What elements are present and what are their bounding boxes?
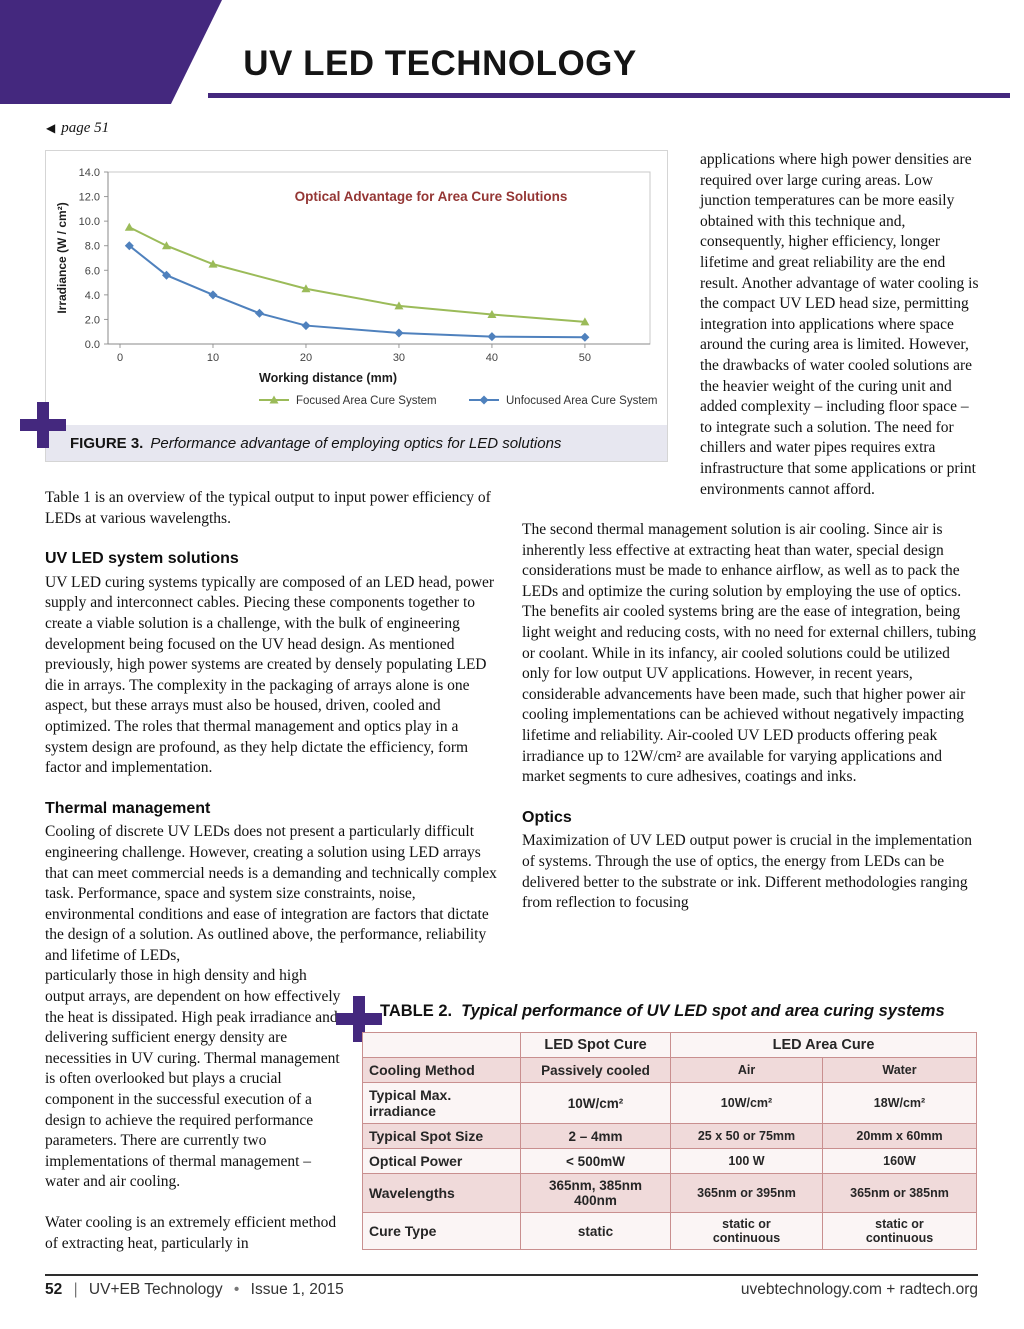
figure3-caption-label: FIGURE 3. xyxy=(70,434,144,452)
footer-left: 52 | UV+EB Technology • Issue 1, 2015 xyxy=(45,1281,344,1299)
table2-row-label: Wavelengths xyxy=(362,1173,521,1213)
section-heading-optics: Optics xyxy=(522,808,572,826)
figure3-chart: 0.0 2.0 4.0 6.0 8.0 10.0 12.0 14.0 0 10 20 30 40 50 Wo… xyxy=(46,151,667,425)
table2-cell: 2 – 4mm xyxy=(520,1123,671,1149)
issue-label: Issue 1, 2015 xyxy=(250,1281,344,1298)
svg-text:Irradiance (W / cm²): Irradiance (W / cm²) xyxy=(55,202,69,313)
table2-row-label: Cure Type xyxy=(362,1212,521,1250)
table2-cell: Water xyxy=(822,1057,977,1083)
svg-text:0.0: 0.0 xyxy=(85,339,100,351)
svg-text:Focused Area Cure System: Focused Area Cure System xyxy=(296,395,437,407)
table2-caption-text: Typical performance of UV LED spot and a… xyxy=(461,1002,945,1020)
table2-cell: 365nm, 385nm 400nm xyxy=(520,1173,671,1213)
table2-cell: 20mm x 60mm xyxy=(822,1123,977,1149)
paragraph-water-cooling: applications where high power densities … xyxy=(700,151,979,498)
table2-row-label: Typical Max. irradiance xyxy=(362,1082,521,1124)
paragraph-thermal-narrow: particularly those in high density and h… xyxy=(45,967,341,1191)
table2-cell: static or continuous xyxy=(670,1212,823,1250)
table2-row-label: Cooling Method xyxy=(362,1057,521,1083)
paragraph-system-solutions: UV LED curing systems typically are comp… xyxy=(45,573,495,777)
svg-text:10: 10 xyxy=(207,352,219,364)
table2-cell: Air xyxy=(670,1057,823,1083)
svg-text:Optical Advantage for Area Cur: Optical Advantage for Area Cure Solution… xyxy=(295,189,568,204)
svg-text:20: 20 xyxy=(300,352,312,364)
paragraph-thermal-wide: Cooling of discrete UV LEDs does not pre… xyxy=(45,823,497,964)
table2-cell: 160W xyxy=(822,1148,977,1174)
footer-rule xyxy=(45,1274,978,1276)
svg-text:2.0: 2.0 xyxy=(85,314,100,326)
svg-text:40: 40 xyxy=(486,352,498,364)
footer-right: uvebtechnology.com + radtech.org xyxy=(740,1281,978,1298)
table2-cell: 10W/cm² xyxy=(520,1082,671,1124)
bullet: • xyxy=(233,1281,240,1298)
table2-cell: 100 W xyxy=(670,1148,823,1174)
table2-cell: 18W/cm² xyxy=(822,1082,977,1124)
plus-icon xyxy=(20,402,66,448)
page-ref-text: page 51 xyxy=(61,120,110,136)
table-2: LED Spot Cure LED Area Cure Cooling Meth… xyxy=(362,1032,977,1250)
table2-cell: < 500mW xyxy=(520,1148,671,1174)
left-triangle-icon: ◀ xyxy=(46,121,56,135)
table-row: Wavelengths 365nm, 385nm 400nm 365nm or … xyxy=(362,1173,977,1213)
wrapped-text-block: particularly those in high density and h… xyxy=(45,966,347,1254)
header-accent-shape xyxy=(0,0,222,104)
paragraph-air-cooling: The second thermal management solution i… xyxy=(522,521,977,786)
article-right-column: applications where high power densities … xyxy=(522,150,980,914)
svg-text:Unfocused Area Cure System: Unfocused Area Cure System xyxy=(506,395,658,407)
svg-text:6.0: 6.0 xyxy=(85,265,100,277)
table-row: Typical Max. irradiance 10W/cm² 10W/cm² … xyxy=(362,1082,977,1124)
page-footer: 52 | UV+EB Technology • Issue 1, 2015 uv… xyxy=(45,1281,978,1299)
table-row: Cooling Method Passively cooled Air Wate… xyxy=(362,1057,977,1083)
svg-text:10.0: 10.0 xyxy=(79,216,100,228)
section-heading-uv-led-system-solutions: UV LED system solutions xyxy=(45,550,239,568)
table-header-row: LED Spot Cure LED Area Cure xyxy=(362,1032,977,1058)
separator: | xyxy=(73,1281,78,1298)
header-rule xyxy=(208,93,1010,98)
article-left-column: Table 1 is an overview of the typical ou… xyxy=(45,488,497,1254)
table2-caption-label: TABLE 2. xyxy=(380,1002,453,1020)
table2-cell: 25 x 50 or 75mm xyxy=(670,1123,823,1149)
table2-header-spot: LED Spot Cure xyxy=(520,1032,671,1058)
section-heading-thermal-management: Thermal management xyxy=(45,799,211,817)
table2-header-area: LED Area Cure xyxy=(670,1032,977,1058)
table2-row-label: Optical Power xyxy=(362,1148,521,1174)
page-number: 52 xyxy=(45,1281,63,1298)
table2-row-label: Typical Spot Size xyxy=(362,1123,521,1149)
journal-name: UV+EB Technology xyxy=(88,1281,223,1298)
svg-text:30: 30 xyxy=(393,352,405,364)
table2-cell: static or continuous xyxy=(822,1212,977,1250)
table2-cell: Passively cooled xyxy=(520,1057,671,1083)
svg-text:0: 0 xyxy=(117,352,123,364)
table2-cell: 365nm or 395nm xyxy=(670,1173,823,1213)
figure-3: 0.0 2.0 4.0 6.0 8.0 10.0 12.0 14.0 0 10 20 30 40 50 Wo… xyxy=(45,150,668,462)
table2-caption: TABLE 2. Typical performance of UV LED s… xyxy=(380,1002,945,1021)
table-row: Typical Spot Size 2 – 4mm 25 x 50 or 75m… xyxy=(362,1123,977,1149)
page-title: UV LED TECHNOLOGY xyxy=(243,44,637,83)
svg-text:50: 50 xyxy=(579,352,591,364)
table-row: Cure Type static static or continuous st… xyxy=(362,1212,977,1250)
figure-wrap-spacer xyxy=(522,150,700,500)
table2-cell: 10W/cm² xyxy=(670,1082,823,1124)
svg-text:14.0: 14.0 xyxy=(79,167,100,179)
paragraph-water-cooling-intro: Water cooling is an extremely efficient … xyxy=(45,1214,337,1252)
svg-text:Working distance (mm): Working distance (mm) xyxy=(259,371,397,385)
table2-cell: 365nm or 385nm xyxy=(822,1173,977,1213)
svg-text:12.0: 12.0 xyxy=(79,192,100,204)
table2-cell: static xyxy=(520,1212,671,1250)
figure3-caption-text: Performance advantage of employing optic… xyxy=(150,434,562,452)
continued-from-page-ref: ◀ page 51 xyxy=(46,120,109,137)
plus-icon xyxy=(336,996,382,1042)
svg-text:4.0: 4.0 xyxy=(85,290,100,302)
paragraph-optics: Maximization of UV LED output power is c… xyxy=(522,832,972,912)
svg-text:8.0: 8.0 xyxy=(85,241,100,253)
table2-corner-cell xyxy=(362,1032,521,1058)
figure3-caption: FIGURE 3. Performance advantage of emplo… xyxy=(46,425,667,461)
table-row: Optical Power < 500mW 100 W 160W xyxy=(362,1148,977,1174)
paragraph-intro: Table 1 is an overview of the typical ou… xyxy=(45,489,491,527)
